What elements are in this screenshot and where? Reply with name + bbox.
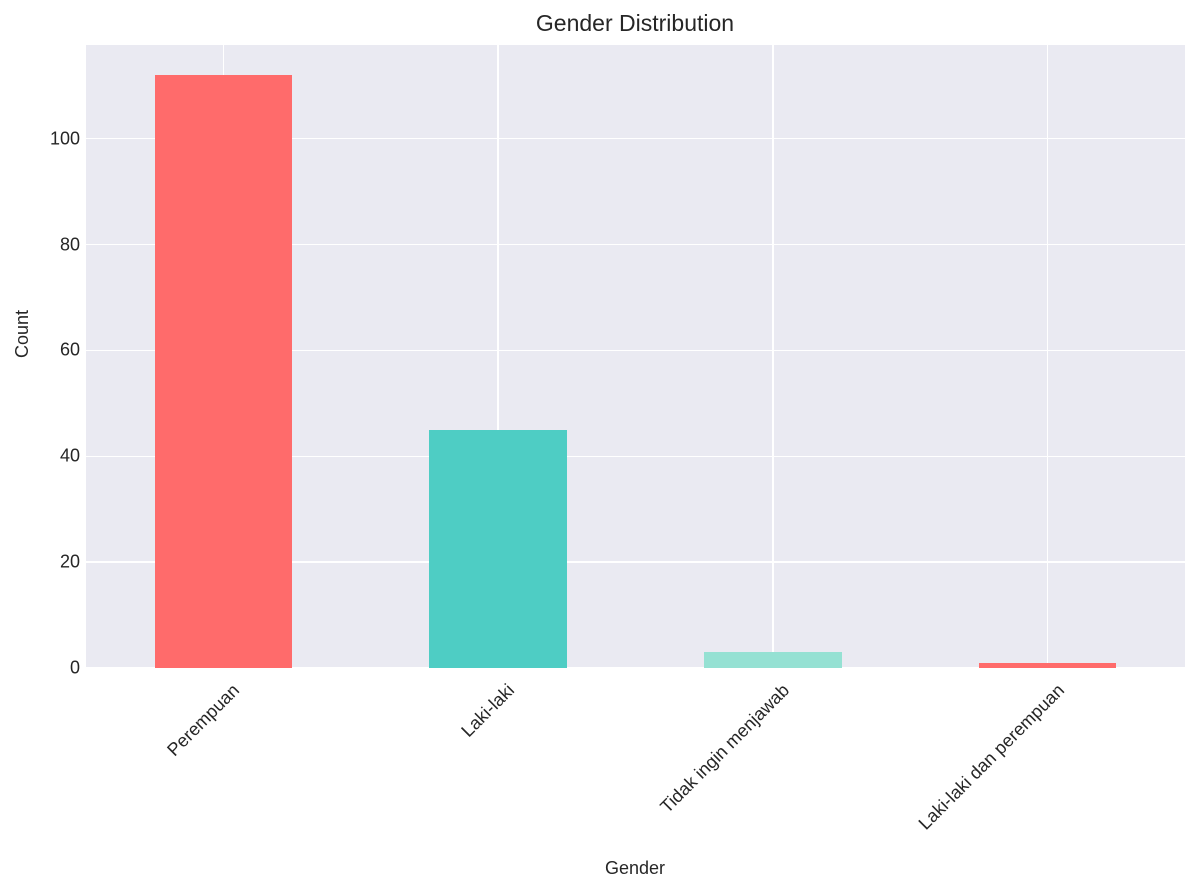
x-tick-label: Laki-laki — [457, 680, 519, 741]
y-gridline — [86, 243, 1185, 246]
y-tick-label: 20 — [59, 551, 80, 572]
bar-laki-laki — [429, 429, 567, 668]
x-tick-label: Perempuan — [163, 680, 244, 760]
x-tick-label: Tidak ingin menjawab — [656, 680, 794, 817]
bar-tidak-ingin-menjawab — [704, 652, 842, 668]
y-tick-label: 100 — [49, 128, 80, 149]
plot-area — [86, 45, 1185, 668]
x-axis-label: Gender — [604, 858, 666, 878]
y-gridline — [86, 561, 1185, 563]
bar-perempuan — [154, 75, 293, 668]
y-tick-label: 0 — [69, 657, 80, 678]
y-tick-label: 40 — [59, 445, 80, 466]
x-gridline — [772, 45, 774, 668]
y-gridline — [86, 455, 1185, 458]
bar-laki-laki-dan-perempuan — [978, 662, 1117, 668]
x-gridline — [497, 45, 499, 668]
chart-title: Gender Distribution — [535, 10, 735, 36]
x-gridline — [1046, 45, 1049, 668]
y-gridline — [86, 349, 1185, 352]
x-tick-label: Laki-laki dan perempuan — [914, 680, 1068, 834]
y-axis-label: Count — [12, 309, 32, 358]
y-tick-label: 60 — [59, 339, 80, 360]
y-gridline — [86, 667, 1185, 668]
y-tick-label: 80 — [59, 234, 80, 255]
y-gridline — [86, 137, 1185, 140]
